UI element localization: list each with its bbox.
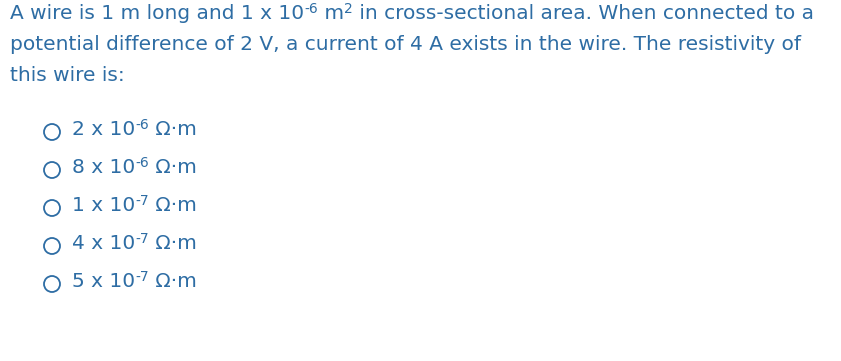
Text: -7: -7 — [135, 270, 149, 284]
Text: -6: -6 — [135, 118, 149, 132]
Text: potential difference of 2 V, a current of 4 A exists in the wire. The resistivit: potential difference of 2 V, a current o… — [10, 35, 801, 54]
Text: 5 x 10: 5 x 10 — [72, 272, 135, 291]
Text: 2 x 10: 2 x 10 — [72, 120, 135, 139]
Text: this wire is:: this wire is: — [10, 66, 124, 85]
Text: -6: -6 — [135, 156, 149, 170]
Text: -7: -7 — [135, 232, 149, 246]
Text: 8 x 10: 8 x 10 — [72, 158, 135, 177]
Text: A wire is 1 m long and 1 x 10: A wire is 1 m long and 1 x 10 — [10, 4, 304, 23]
Text: in cross-sectional area. When connected to a: in cross-sectional area. When connected … — [352, 4, 814, 23]
Text: 4 x 10: 4 x 10 — [72, 234, 135, 253]
Text: Ω·m: Ω·m — [149, 196, 197, 215]
Text: Ω·m: Ω·m — [149, 158, 197, 177]
Text: m: m — [318, 4, 344, 23]
Text: Ω·m: Ω·m — [149, 120, 197, 139]
Text: -6: -6 — [304, 2, 318, 16]
Text: Ω·m: Ω·m — [149, 272, 197, 291]
Text: 2: 2 — [344, 2, 352, 16]
Text: -7: -7 — [135, 194, 149, 208]
Text: 1 x 10: 1 x 10 — [72, 196, 135, 215]
Text: Ω·m: Ω·m — [149, 234, 197, 253]
